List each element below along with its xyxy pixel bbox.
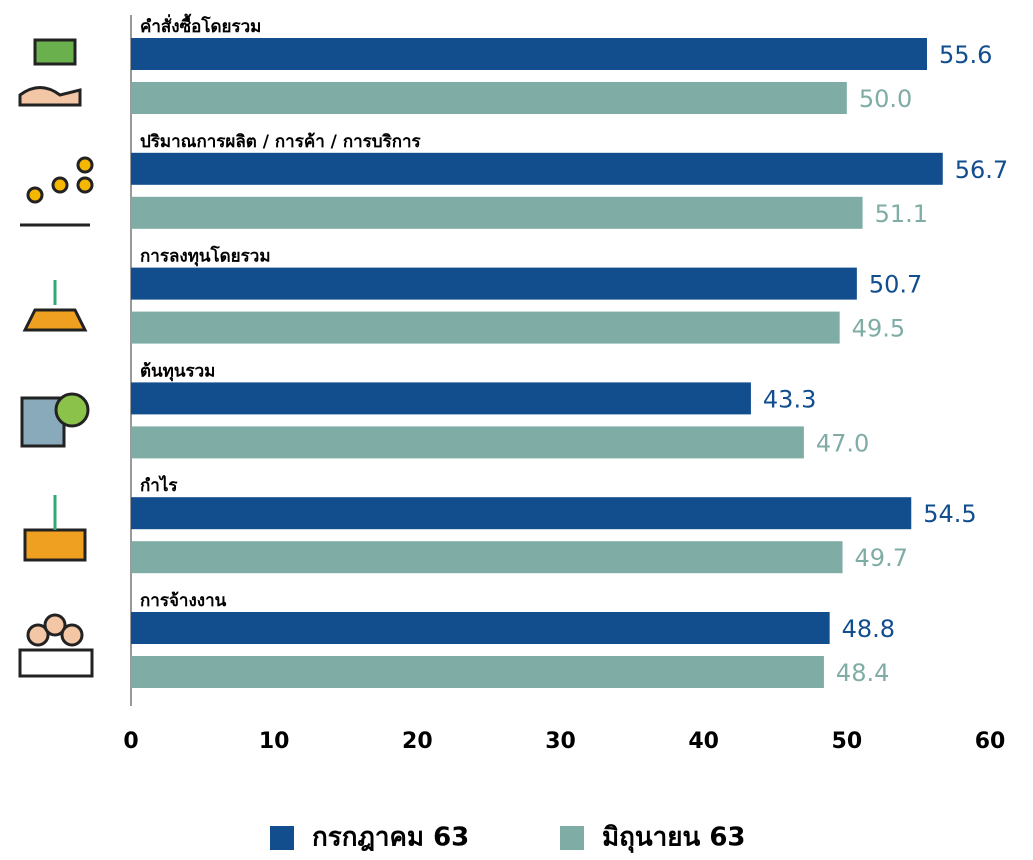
- x-tick-label: 0: [123, 729, 138, 754]
- value-label: 56.7: [955, 156, 1008, 184]
- legend-label: มิถุนายน 63: [602, 823, 746, 854]
- category-label: ต้นทุนรวม: [140, 361, 215, 381]
- bar: [131, 267, 857, 300]
- icon-handshake-money: [18, 38, 82, 107]
- legend-swatch: [560, 826, 584, 850]
- value-label: 54.5: [923, 500, 976, 528]
- value-label: 49.7: [855, 544, 908, 572]
- bar: [131, 311, 840, 344]
- bar: [131, 612, 830, 644]
- category-label: การจ้างงาน: [140, 591, 227, 611]
- value-label: 49.5: [852, 315, 905, 343]
- category-label: ปริมาณการผลิต / การค้า / การบริการ: [140, 132, 422, 152]
- legend-swatch: [270, 826, 294, 850]
- value-label: 43.3: [763, 385, 816, 413]
- category-label: คำสั่งซื้อโดยรวม: [140, 13, 261, 37]
- x-tick-label: 60: [975, 729, 1006, 754]
- x-tick-label: 40: [688, 729, 719, 754]
- value-label: 48.4: [836, 659, 889, 687]
- icon-calculator: [20, 392, 90, 448]
- value-label: 55.6: [939, 41, 992, 69]
- x-tick-label: 20: [402, 729, 433, 754]
- value-label: 50.0: [859, 85, 912, 113]
- value-label: 48.8: [842, 615, 895, 643]
- icon-people: [18, 613, 94, 678]
- category-label: การลงทุนโดยรวม: [140, 246, 271, 267]
- bar: [131, 382, 751, 415]
- value-label: 51.1: [875, 200, 928, 228]
- icon-profit: [23, 495, 87, 562]
- bar: [131, 152, 943, 185]
- icons: [18, 38, 94, 678]
- bar: [131, 196, 863, 229]
- x-tick-label: 50: [832, 729, 863, 754]
- legend-label: กรกฎาคม 63: [312, 823, 469, 853]
- x-tick-label: 30: [545, 729, 576, 754]
- value-label: 47.0: [816, 429, 869, 457]
- bar: [131, 541, 843, 574]
- bar: [131, 38, 928, 70]
- x-tick-label: 10: [259, 729, 290, 754]
- icon-coins-growth: [20, 156, 94, 227]
- value-label: 50.7: [869, 271, 922, 299]
- bar: [131, 426, 804, 459]
- bar: [131, 497, 912, 530]
- category-label: กำไร: [140, 475, 178, 496]
- bar: [131, 656, 824, 688]
- icon-investment: [22, 280, 88, 332]
- bar: [131, 82, 847, 114]
